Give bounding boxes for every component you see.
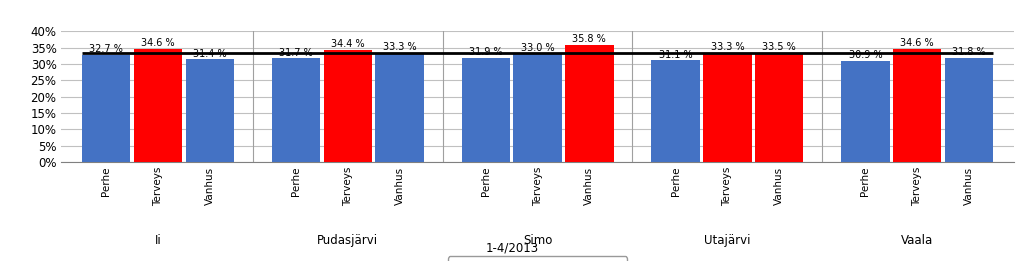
Bar xyxy=(324,50,372,162)
Bar xyxy=(462,58,510,162)
Text: 31.8 %: 31.8 % xyxy=(952,47,986,57)
Bar xyxy=(755,52,803,162)
Text: 31.7 %: 31.7 % xyxy=(280,48,313,58)
Text: Utajärvi: Utajärvi xyxy=(705,234,751,247)
Bar xyxy=(703,53,752,162)
Text: 33.3 %: 33.3 % xyxy=(711,42,744,52)
Bar xyxy=(842,61,890,162)
Bar xyxy=(185,60,233,162)
Text: 32.7 %: 32.7 % xyxy=(89,44,123,54)
Bar xyxy=(134,49,182,162)
Bar xyxy=(945,58,993,162)
Bar xyxy=(565,45,613,162)
Text: 1-4/2013: 1-4/2013 xyxy=(485,241,539,254)
Text: 33.3 %: 33.3 % xyxy=(383,42,417,52)
Bar xyxy=(893,49,941,162)
Text: 33.5 %: 33.5 % xyxy=(762,42,796,52)
Text: 31.4 %: 31.4 % xyxy=(193,49,226,58)
Bar xyxy=(376,53,424,162)
Text: 34.6 %: 34.6 % xyxy=(141,38,175,48)
Text: 31.1 %: 31.1 % xyxy=(658,50,692,60)
Text: Pudasjärvi: Pudasjärvi xyxy=(317,234,379,247)
Bar xyxy=(651,60,699,162)
Text: 30.9 %: 30.9 % xyxy=(849,50,883,60)
Bar xyxy=(272,58,321,162)
Text: Ii: Ii xyxy=(155,234,162,247)
Text: Simo: Simo xyxy=(523,234,552,247)
Bar xyxy=(513,54,562,162)
Text: 31.9 %: 31.9 % xyxy=(469,47,503,57)
Legend: Toteuma%, Tavoite: Toteuma%, Tavoite xyxy=(447,257,628,261)
Text: 34.6 %: 34.6 % xyxy=(900,38,934,48)
Text: 35.8 %: 35.8 % xyxy=(572,34,606,44)
Bar xyxy=(82,55,130,162)
Text: 34.4 %: 34.4 % xyxy=(331,39,365,49)
Text: 33.0 %: 33.0 % xyxy=(521,43,554,53)
Text: Vaala: Vaala xyxy=(901,234,933,247)
